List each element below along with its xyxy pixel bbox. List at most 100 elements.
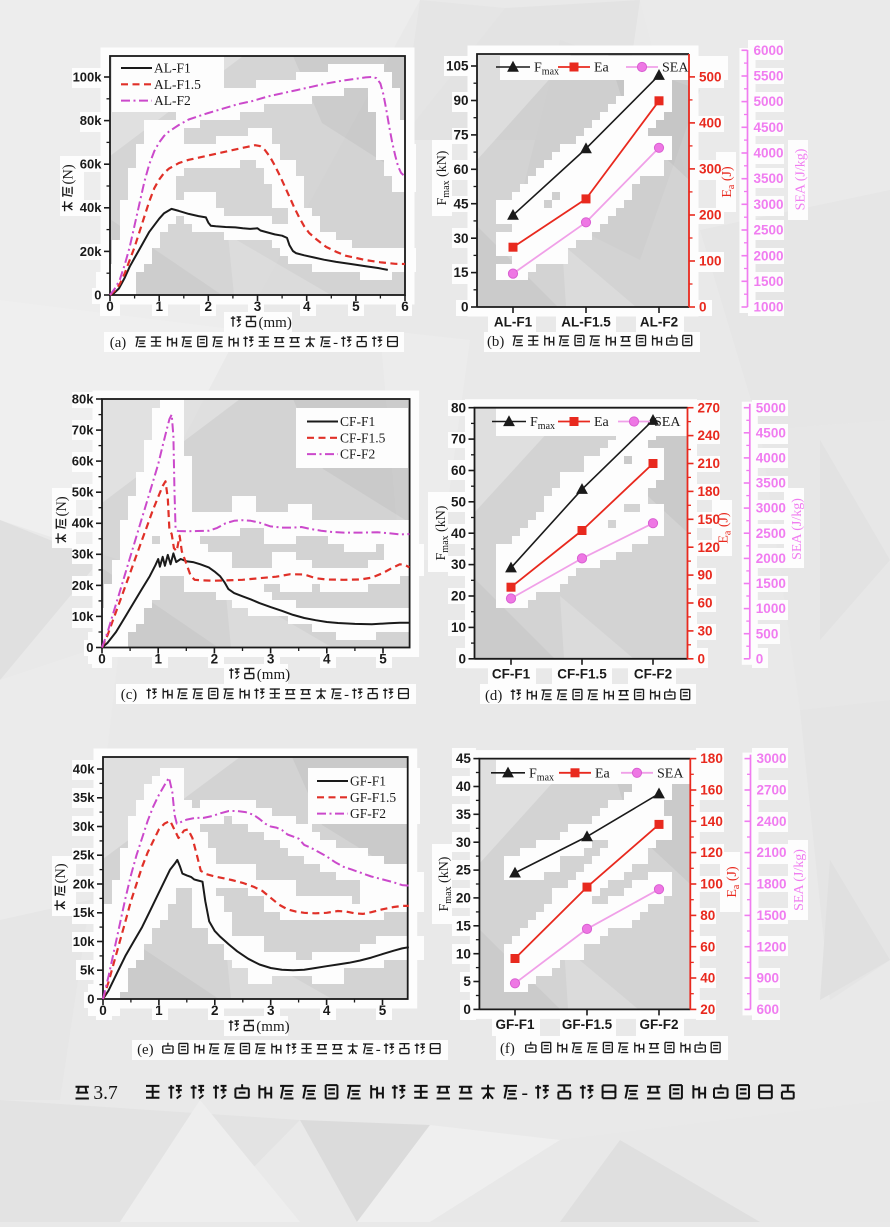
- svg-text:30: 30: [453, 231, 468, 246]
- svg-text:GF-F1: GF-F1: [350, 774, 386, 789]
- svg-text:5500: 5500: [754, 69, 784, 84]
- svg-text:GF-F2: GF-F2: [640, 1017, 679, 1032]
- svg-text:2: 2: [211, 1003, 219, 1018]
- svg-text:3000: 3000: [756, 501, 786, 516]
- svg-text:40k: 40k: [72, 516, 94, 531]
- svg-text:CF-F2: CF-F2: [340, 447, 375, 462]
- svg-text:1200: 1200: [757, 939, 787, 954]
- svg-text:50: 50: [451, 494, 466, 509]
- svg-text:(b): (b): [487, 334, 504, 350]
- svg-text:40: 40: [451, 526, 466, 541]
- svg-text:SEA: SEA: [657, 766, 684, 781]
- svg-text:3: 3: [267, 652, 275, 667]
- svg-text:500: 500: [756, 626, 779, 641]
- svg-text:200: 200: [699, 208, 722, 223]
- svg-text:100k: 100k: [73, 69, 103, 84]
- svg-text:50k: 50k: [72, 485, 94, 500]
- svg-text:20: 20: [451, 589, 466, 604]
- svg-text:(mm): (mm): [259, 315, 292, 331]
- svg-text:AL-F1.5: AL-F1.5: [561, 315, 611, 330]
- svg-text:GF-F1.5: GF-F1.5: [350, 790, 396, 805]
- svg-text:400: 400: [699, 116, 722, 131]
- svg-text:Ea: Ea: [594, 415, 610, 430]
- svg-text:(a): (a): [110, 335, 126, 351]
- svg-text:0: 0: [756, 651, 764, 666]
- svg-text:1: 1: [155, 1003, 163, 1018]
- svg-text:500: 500: [699, 70, 722, 85]
- svg-text:6: 6: [401, 299, 409, 314]
- svg-text:4000: 4000: [754, 146, 784, 161]
- svg-text:CF-F1: CF-F1: [492, 666, 531, 681]
- svg-text:45: 45: [453, 196, 469, 211]
- svg-text:5: 5: [379, 652, 387, 667]
- svg-text:70k: 70k: [72, 423, 94, 438]
- svg-text:30: 30: [451, 557, 466, 572]
- svg-text:SEA (J/kg): SEA (J/kg): [792, 849, 807, 911]
- svg-text:30: 30: [698, 624, 713, 639]
- svg-text:AL-F1.5: AL-F1.5: [154, 77, 201, 92]
- svg-text:0: 0: [94, 287, 101, 302]
- svg-text:CF-F1.5: CF-F1.5: [557, 666, 607, 681]
- svg-text:80k: 80k: [80, 113, 102, 128]
- svg-text:5000: 5000: [754, 94, 784, 109]
- svg-text:80: 80: [451, 400, 466, 415]
- svg-text:15: 15: [456, 918, 472, 933]
- svg-text:60k: 60k: [72, 454, 94, 469]
- svg-text:35k: 35k: [73, 790, 95, 805]
- svg-text:120: 120: [698, 540, 721, 555]
- svg-text:6000: 6000: [754, 43, 784, 58]
- svg-text:3000: 3000: [754, 197, 784, 212]
- svg-text:3: 3: [267, 1003, 275, 1018]
- svg-text:10: 10: [451, 620, 466, 635]
- svg-text:90: 90: [698, 568, 713, 583]
- svg-text:(N): (N): [53, 863, 69, 883]
- svg-text:3000: 3000: [757, 751, 787, 766]
- svg-text:150: 150: [698, 512, 721, 527]
- svg-text:0: 0: [461, 300, 469, 315]
- svg-text:2400: 2400: [757, 814, 787, 829]
- svg-text:210: 210: [698, 456, 721, 471]
- svg-text:20k: 20k: [73, 876, 95, 891]
- svg-text:1500: 1500: [754, 274, 784, 289]
- svg-text:30k: 30k: [72, 547, 94, 562]
- svg-text:240: 240: [698, 428, 721, 443]
- svg-text:60: 60: [451, 463, 466, 478]
- svg-text:Ea (J): Ea (J): [717, 512, 734, 544]
- svg-text:GF-F1: GF-F1: [496, 1017, 535, 1032]
- svg-text:1800: 1800: [757, 877, 787, 892]
- svg-text:35: 35: [456, 807, 472, 822]
- svg-text:0: 0: [106, 299, 114, 314]
- svg-text:100: 100: [699, 254, 722, 269]
- svg-text:0: 0: [699, 300, 707, 315]
- svg-text:0: 0: [87, 991, 94, 1006]
- svg-text:25: 25: [456, 863, 472, 878]
- svg-text:0: 0: [463, 1002, 471, 1017]
- svg-text:75: 75: [453, 128, 469, 143]
- svg-text:60k: 60k: [80, 157, 102, 172]
- svg-text:Ea (J): Ea (J): [720, 166, 737, 198]
- svg-text:2000: 2000: [754, 248, 784, 263]
- svg-text:40k: 40k: [80, 200, 102, 215]
- svg-text:(f): (f): [500, 1041, 515, 1057]
- svg-text:-: -: [344, 687, 349, 703]
- svg-text:Ea: Ea: [595, 766, 611, 781]
- svg-text:CF-F1: CF-F1: [340, 414, 375, 429]
- svg-text:Ea: Ea: [594, 61, 610, 76]
- svg-text:1000: 1000: [756, 601, 786, 616]
- svg-text:3: 3: [254, 299, 262, 314]
- svg-text:4: 4: [303, 299, 311, 314]
- svg-text:1: 1: [154, 652, 162, 667]
- svg-text:25k: 25k: [73, 848, 95, 863]
- svg-text:600: 600: [757, 1002, 780, 1017]
- svg-text:(N): (N): [61, 164, 77, 184]
- svg-text:100: 100: [700, 877, 723, 892]
- svg-text:20k: 20k: [80, 244, 102, 259]
- svg-text:180: 180: [700, 751, 723, 766]
- svg-text:180: 180: [698, 484, 721, 499]
- svg-text:GF-F1.5: GF-F1.5: [562, 1017, 613, 1032]
- svg-text:10: 10: [456, 946, 471, 961]
- svg-text:2000: 2000: [756, 551, 786, 566]
- svg-text:90: 90: [453, 93, 468, 108]
- svg-text:3500: 3500: [756, 476, 786, 491]
- svg-text:AL-F1: AL-F1: [494, 315, 533, 330]
